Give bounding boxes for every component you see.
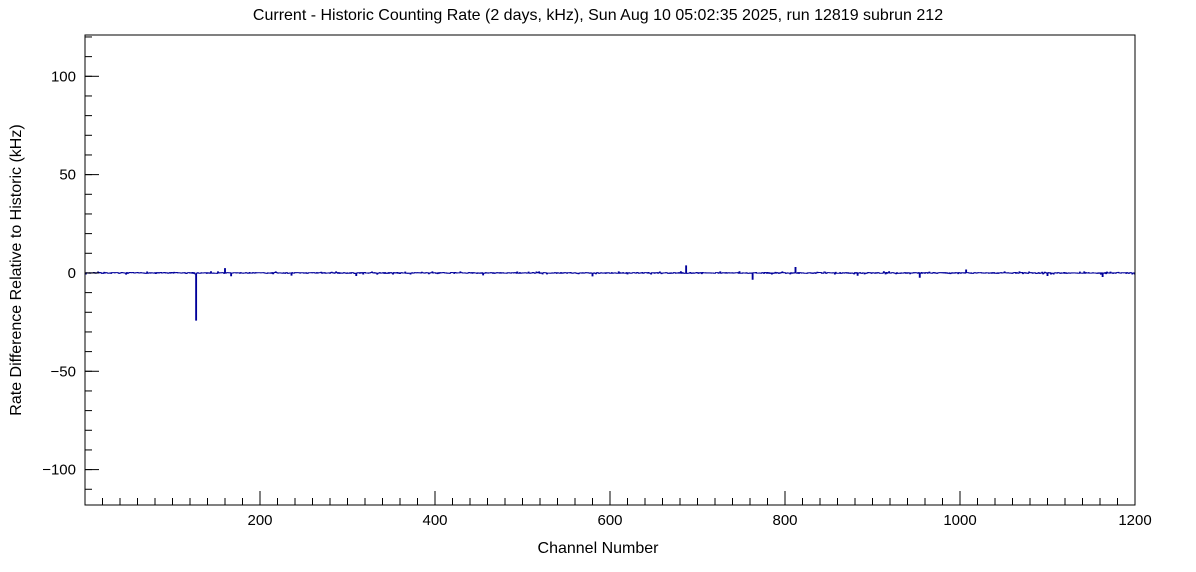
data-line (85, 265, 1135, 321)
chart-title: Current - Historic Counting Rate (2 days… (252, 7, 944, 24)
x-tick-label: 200 (247, 512, 272, 529)
x-axis-label: Channel Number (537, 540, 659, 557)
x-tick-label: 600 (597, 512, 622, 529)
y-axis-label: Rate Difference Relative to Historic (kH… (8, 124, 25, 416)
plot-frame (84, 34, 1136, 506)
y-minor-ticks (85, 36, 92, 490)
y-tick-label: 0 (68, 265, 76, 282)
x-tick-label: 1000 (943, 512, 976, 529)
y-tick-label: 100 (51, 68, 76, 85)
x-tick-label: 400 (422, 512, 447, 529)
x-tick-label: 1200 (1118, 512, 1151, 529)
y-major-ticks: −100 −50 0 50 100 (42, 68, 99, 479)
data-series (85, 265, 1135, 321)
y-tick-label: −50 (51, 363, 76, 380)
y-tick-label: −100 (42, 462, 76, 479)
x-tick-label: 800 (772, 512, 797, 529)
x-major-ticks: 200 400 600 800 1000 1200 (247, 491, 1152, 529)
y-tick-label: 50 (59, 167, 76, 184)
